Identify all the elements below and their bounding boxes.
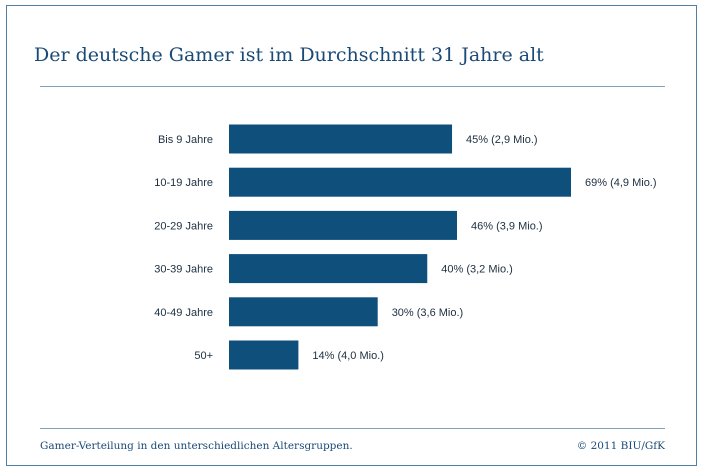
chart-source: © 2011 BIU/GfK (576, 440, 665, 452)
category-label: 20-29 Jahre (154, 220, 213, 232)
value-label: 46% (3,9 Mio.) (471, 220, 543, 232)
value-label: 69% (4,9 Mio.) (585, 177, 657, 189)
bar (229, 167, 571, 197)
bar (229, 210, 457, 240)
category-label: 40-49 Jahre (154, 307, 213, 319)
bar (229, 254, 428, 284)
bar (229, 340, 299, 370)
footer-divider (40, 428, 665, 429)
value-label: 40% (3,2 Mio.) (441, 264, 513, 276)
chart-caption: Gamer-Verteilung in den unterschiedliche… (40, 440, 353, 452)
category-label: 30-39 Jahre (154, 264, 213, 276)
bar (229, 297, 378, 327)
value-label: 30% (3,6 Mio.) (392, 307, 464, 319)
title-divider (40, 86, 665, 87)
category-label: 50+ (194, 350, 213, 362)
category-label: Bis 9 Jahre (158, 134, 213, 146)
bar (229, 124, 453, 154)
chart-title: Der deutsche Gamer ist im Durchschnitt 3… (34, 44, 544, 66)
value-label: 14% (4,0 Mio.) (312, 350, 384, 362)
value-label: 45% (2,9 Mio.) (466, 134, 538, 146)
category-label: 10-19 Jahre (154, 177, 213, 189)
